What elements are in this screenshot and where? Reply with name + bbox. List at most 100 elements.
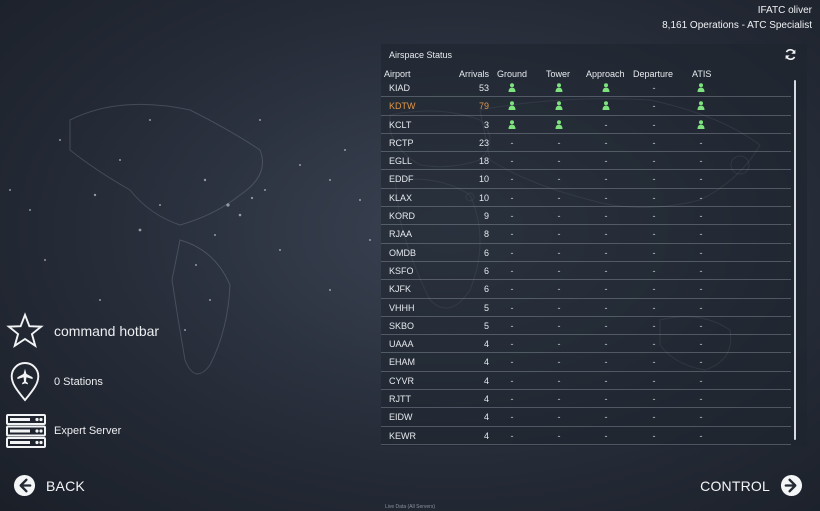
airport-row[interactable]: KDTW 79 -: [381, 97, 791, 116]
atis-empty: -: [699, 430, 703, 441]
approach-empty: -: [604, 302, 608, 313]
col-airport[interactable]: Airport: [384, 69, 411, 79]
ground-empty: -: [510, 357, 514, 368]
arrivals-count: 4: [483, 339, 489, 350]
star-icon: [6, 312, 44, 349]
approach-empty: -: [604, 430, 608, 441]
col-atis[interactable]: ATIS: [692, 69, 712, 79]
airport-row[interactable]: RCTP 23 - - - - -: [381, 134, 791, 153]
approach-empty: -: [604, 284, 608, 295]
airport-code: KSFO: [389, 265, 414, 276]
approach-empty: -: [604, 229, 608, 240]
tower-empty: -: [557, 412, 561, 423]
ground-empty: -: [510, 284, 514, 295]
airport-code: RCTP: [389, 137, 414, 148]
approach-empty: -: [604, 339, 608, 350]
ground-empty: -: [510, 375, 514, 386]
approach-empty: -: [604, 265, 608, 276]
stations-button[interactable]: 0 Stations: [6, 360, 103, 404]
departure-empty: -: [652, 430, 656, 441]
col-departure[interactable]: Departure: [633, 69, 674, 79]
ground-empty: -: [510, 192, 514, 203]
airport-row[interactable]: KIAD 53 -: [381, 79, 791, 98]
arrivals-count: 4: [483, 430, 489, 441]
tower-empty: -: [557, 156, 561, 167]
airport-list: KIAD 53 - KDTW 79 - KCLT 3 - - RCTP 23 - - - - - EGLL 18 - -…: [381, 79, 791, 445]
col-arrivals[interactable]: Arrivals: [459, 69, 490, 79]
controller-person-icon: [553, 83, 565, 94]
airport-row[interactable]: KSFO 6 - - - - -: [381, 262, 791, 281]
arrivals-count: 5: [483, 302, 489, 313]
ground-empty: -: [510, 302, 514, 313]
departure-empty: -: [652, 211, 656, 222]
airport-row[interactable]: UAAA 4 - - - - -: [381, 335, 791, 354]
atis-empty: -: [699, 247, 703, 258]
airport-row[interactable]: KLAX 10 - - - - -: [381, 189, 791, 208]
back-button[interactable]: BACK: [13, 474, 85, 497]
atis-empty: -: [699, 412, 703, 423]
airport-row[interactable]: CYVR 4 - - - - -: [381, 372, 791, 391]
airport-row[interactable]: KJFK 6 - - - - -: [381, 280, 791, 299]
airport-row[interactable]: EHAM 4 - - - - -: [381, 353, 791, 372]
airport-code: KJFK: [389, 284, 412, 295]
arrow-left-icon: [13, 474, 36, 497]
ground-empty: -: [510, 394, 514, 405]
airport-row[interactable]: KORD 9 - - - - -: [381, 207, 791, 226]
col-tower[interactable]: Tower: [546, 69, 571, 79]
tower-empty: -: [557, 174, 561, 185]
hotbar-label: command hotbar: [54, 323, 160, 339]
refresh-icon[interactable]: [784, 48, 797, 61]
airport-row[interactable]: KEWR 4 - - - - -: [381, 427, 791, 445]
airport-row[interactable]: EGLL 18 - - - - -: [381, 152, 791, 171]
ground-empty: -: [510, 339, 514, 350]
approach-empty: -: [604, 320, 608, 331]
airport-row[interactable]: RJTT 4 - - - - -: [381, 390, 791, 409]
airport-code: EHAM: [389, 357, 416, 368]
arrivals-count: 8: [483, 229, 489, 240]
tower-empty: -: [557, 284, 561, 295]
airport-row[interactable]: EDDF 10 - - - - -: [381, 170, 791, 189]
arrivals-count: 3: [483, 119, 489, 130]
approach-empty: -: [604, 375, 608, 386]
arrivals-count: 4: [483, 375, 489, 386]
col-ground[interactable]: Ground: [497, 69, 528, 79]
arrivals-count: 10: [478, 174, 489, 185]
airport-code: VHHH: [389, 302, 415, 313]
server-button[interactable]: Expert Server: [6, 414, 121, 448]
airport-row[interactable]: VHHH 5 - - - - -: [381, 299, 791, 317]
arrivals-count: 9: [483, 211, 489, 222]
panel-title: Airspace Status: [389, 50, 453, 60]
scrollbar[interactable]: [794, 80, 796, 440]
tower-empty: -: [557, 302, 561, 313]
atis-empty: -: [699, 192, 703, 203]
controller-person-icon: [695, 101, 707, 112]
atis-empty: -: [699, 375, 703, 386]
airport-row[interactable]: SKBO 5 - - - - -: [381, 317, 791, 336]
airport-row[interactable]: EIDW 4 - - - - -: [381, 408, 791, 427]
atis-empty: -: [699, 137, 703, 148]
approach-empty: -: [604, 156, 608, 167]
location-pin-icon: [10, 362, 40, 402]
arrivals-count: 4: [483, 357, 489, 368]
airport-row[interactable]: RJAA 8 - - - - -: [381, 225, 791, 244]
airport-row[interactable]: OMDB 6 - - - - -: [381, 244, 791, 262]
controller-person-icon: [600, 83, 612, 94]
airspace-status-panel: Airspace Status Airport Arrivals Ground …: [381, 44, 807, 446]
command-hotbar-button[interactable]: command hotbar: [6, 312, 159, 350]
col-approach[interactable]: Approach: [586, 69, 625, 79]
airport-code: KIAD: [389, 83, 411, 93]
departure-empty: -: [652, 320, 656, 331]
airport-code: KCLT: [389, 119, 412, 130]
atis-empty: -: [699, 302, 703, 313]
stations-label: 0 Stations: [54, 376, 103, 388]
atis-empty: -: [699, 394, 703, 405]
arrivals-count: 4: [483, 394, 489, 405]
controller-person-icon: [553, 101, 565, 112]
tower-empty: -: [557, 265, 561, 276]
departure-empty: -: [652, 265, 656, 276]
airport-row[interactable]: KCLT 3 - -: [381, 116, 791, 134]
approach-empty: -: [604, 412, 608, 423]
ground-empty: -: [510, 137, 514, 148]
control-button[interactable]: CONTROL: [700, 474, 803, 497]
ground-empty: -: [510, 430, 514, 441]
